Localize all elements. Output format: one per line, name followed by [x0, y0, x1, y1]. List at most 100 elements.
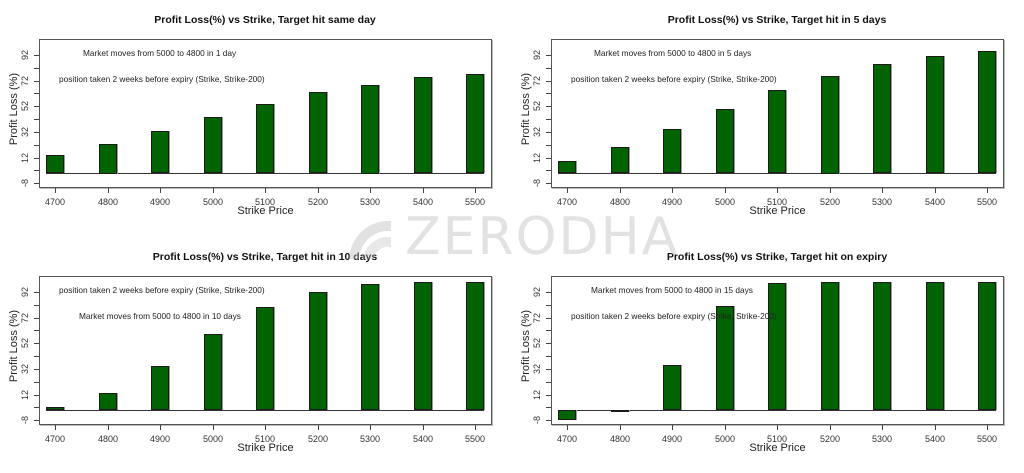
x-axis-tick-label: 5500: [464, 434, 486, 444]
zero-baseline: [46, 173, 484, 174]
x-axis-tick-label: 5300: [359, 434, 381, 444]
bar-5000: [204, 334, 222, 410]
x-axis-tick: [777, 425, 778, 430]
y-axis-tick: [546, 343, 551, 344]
x-axis-tick-label: 5100: [254, 434, 276, 444]
y-axis-tick: [34, 420, 39, 421]
plot-area: [551, 39, 1004, 188]
x-axis-tick: [370, 425, 371, 430]
y-axis-tick-label: 92: [532, 286, 542, 298]
x-axis-tick-label: 4700: [44, 434, 66, 444]
chart-annotation: Market moves from 5000 to 4800 in 10 day…: [79, 311, 241, 321]
bar-4800: [99, 144, 117, 174]
x-axis-tick-label: 5400: [924, 434, 946, 444]
plot-area: [39, 276, 492, 425]
y-axis-tick: [34, 170, 39, 171]
y-axis-tick-label: 92: [20, 286, 30, 298]
x-axis-title: Strike Price: [237, 442, 294, 454]
chart-title: Profit Loss(%) vs Strike, Target hit in …: [667, 14, 887, 26]
y-axis-tick: [34, 382, 39, 383]
x-axis-tick: [882, 188, 883, 193]
x-axis-tick: [55, 188, 56, 193]
y-axis-tick: [546, 55, 551, 56]
x-axis-tick-label: 4800: [97, 197, 119, 207]
x-axis-tick-label: 5200: [307, 434, 329, 444]
x-axis-tick: [567, 188, 568, 193]
y-axis-tick-label: 52: [20, 337, 30, 349]
y-axis-tick: [34, 132, 39, 133]
y-axis-tick: [546, 158, 551, 159]
x-axis-tick-label: 5000: [714, 434, 736, 444]
bar-5200: [309, 292, 327, 410]
y-axis-tick: [34, 119, 39, 120]
y-axis-tick: [34, 145, 39, 146]
x-axis-title: Strike Price: [749, 442, 806, 454]
y-axis-tick: [546, 305, 551, 306]
x-axis-tick: [987, 425, 988, 430]
bar-5400: [414, 77, 432, 173]
x-axis-tick-label: 5500: [976, 434, 998, 444]
x-axis-tick-label: 4900: [661, 197, 683, 207]
zero-baseline: [558, 173, 996, 174]
bar-4900: [663, 129, 681, 173]
y-axis-tick: [546, 106, 551, 107]
x-axis-tick: [777, 188, 778, 193]
plot-area: [39, 39, 492, 188]
bar-5500: [466, 282, 484, 410]
x-axis-tick: [672, 425, 673, 430]
bar-4700: [558, 161, 576, 173]
y-axis-title: Profit Loss (%): [8, 72, 20, 145]
x-axis-tick: [725, 425, 726, 430]
y-axis-tick-label: 72: [20, 312, 30, 324]
x-axis-tick-label: 4900: [661, 434, 683, 444]
bar-5300: [361, 85, 379, 174]
y-axis-tick: [546, 330, 551, 331]
zero-baseline: [558, 410, 996, 411]
y-axis-tick: [34, 356, 39, 357]
y-axis-tick: [546, 395, 551, 396]
y-axis-tick: [546, 93, 551, 94]
y-axis-tick: [34, 68, 39, 69]
chart-title: Profit Loss(%) vs Strike, Target hit in …: [152, 251, 378, 263]
bar-5400: [414, 282, 432, 410]
y-axis-tick: [546, 369, 551, 370]
bar-5500: [466, 74, 484, 173]
y-axis-tick-label: 72: [532, 75, 542, 87]
y-axis-tick-label: 12: [20, 389, 30, 401]
y-axis-tick: [34, 407, 39, 408]
chart-annotation: position taken 2 weeks before expiry (St…: [59, 74, 265, 84]
x-axis-tick: [935, 188, 936, 193]
bar-5100: [256, 104, 274, 173]
x-axis-tick-label: 5300: [871, 434, 893, 444]
x-axis-tick: [318, 188, 319, 193]
bar-5300: [361, 284, 379, 410]
y-axis-tick: [546, 183, 551, 184]
x-axis-tick: [160, 425, 161, 430]
y-axis-title: Profit Loss (%): [8, 309, 20, 382]
x-axis-tick-label: 5100: [766, 197, 788, 207]
y-axis-tick: [34, 369, 39, 370]
x-axis-tick: [213, 425, 214, 430]
bar-4900: [151, 131, 169, 173]
bar-5100: [768, 283, 786, 410]
y-axis-tick-label: 12: [20, 152, 30, 164]
bar-4900: [663, 365, 681, 410]
x-axis-tick: [987, 188, 988, 193]
chart-annotation: position taken 2 weeks before expiry (St…: [59, 285, 265, 295]
y-axis-title: Profit Loss (%): [520, 72, 532, 145]
x-axis-tick-label: 4700: [556, 197, 578, 207]
x-axis-tick: [567, 425, 568, 430]
chart-annotation: position taken 2 weeks before expiry (St…: [571, 311, 777, 321]
y-axis-tick-label: 32: [20, 363, 30, 375]
bar-5200: [309, 92, 327, 173]
y-axis-tick: [546, 356, 551, 357]
x-axis-tick: [672, 188, 673, 193]
x-axis-tick-label: 5300: [359, 197, 381, 207]
y-axis-tick: [34, 330, 39, 331]
x-axis-tick-label: 5100: [766, 434, 788, 444]
y-axis-tick: [34, 93, 39, 94]
y-axis-tick: [546, 119, 551, 120]
y-axis-tick: [546, 420, 551, 421]
x-axis-tick-label: 4900: [149, 434, 171, 444]
x-axis-tick-label: 5000: [202, 434, 224, 444]
